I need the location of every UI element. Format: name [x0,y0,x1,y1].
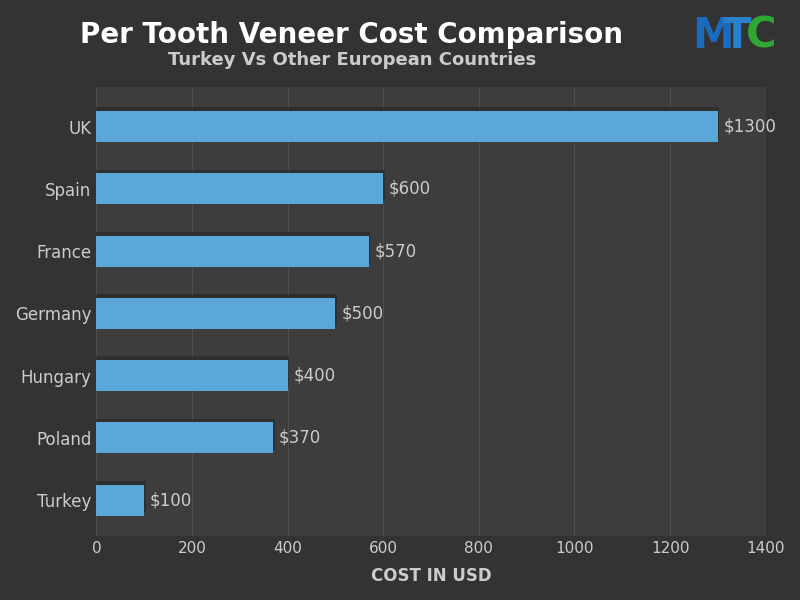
Bar [96,360,288,391]
Text: Turkey Vs Other European Countries: Turkey Vs Other European Countries [168,51,536,69]
Text: $400: $400 [294,367,335,385]
Bar [96,298,335,329]
Bar [96,419,274,449]
Text: $500: $500 [341,304,383,322]
Bar [96,485,144,515]
Bar [96,232,370,263]
Text: M: M [692,15,734,57]
Bar [96,170,385,201]
Text: Per Tooth Veneer Cost Comparison: Per Tooth Veneer Cost Comparison [81,21,623,49]
Bar [96,107,719,139]
Text: $1300: $1300 [724,118,777,136]
Text: T: T [722,15,751,57]
X-axis label: COST IN USD: COST IN USD [370,567,491,585]
Text: $370: $370 [279,429,322,447]
Bar [96,173,383,205]
Bar [96,294,337,325]
Bar [96,481,146,512]
Text: $570: $570 [374,242,417,260]
Text: $600: $600 [389,180,431,198]
Text: $100: $100 [150,491,192,509]
Bar [96,356,289,388]
Bar [96,236,369,267]
Bar [96,111,718,142]
Text: C: C [746,15,776,57]
Bar [96,422,274,454]
